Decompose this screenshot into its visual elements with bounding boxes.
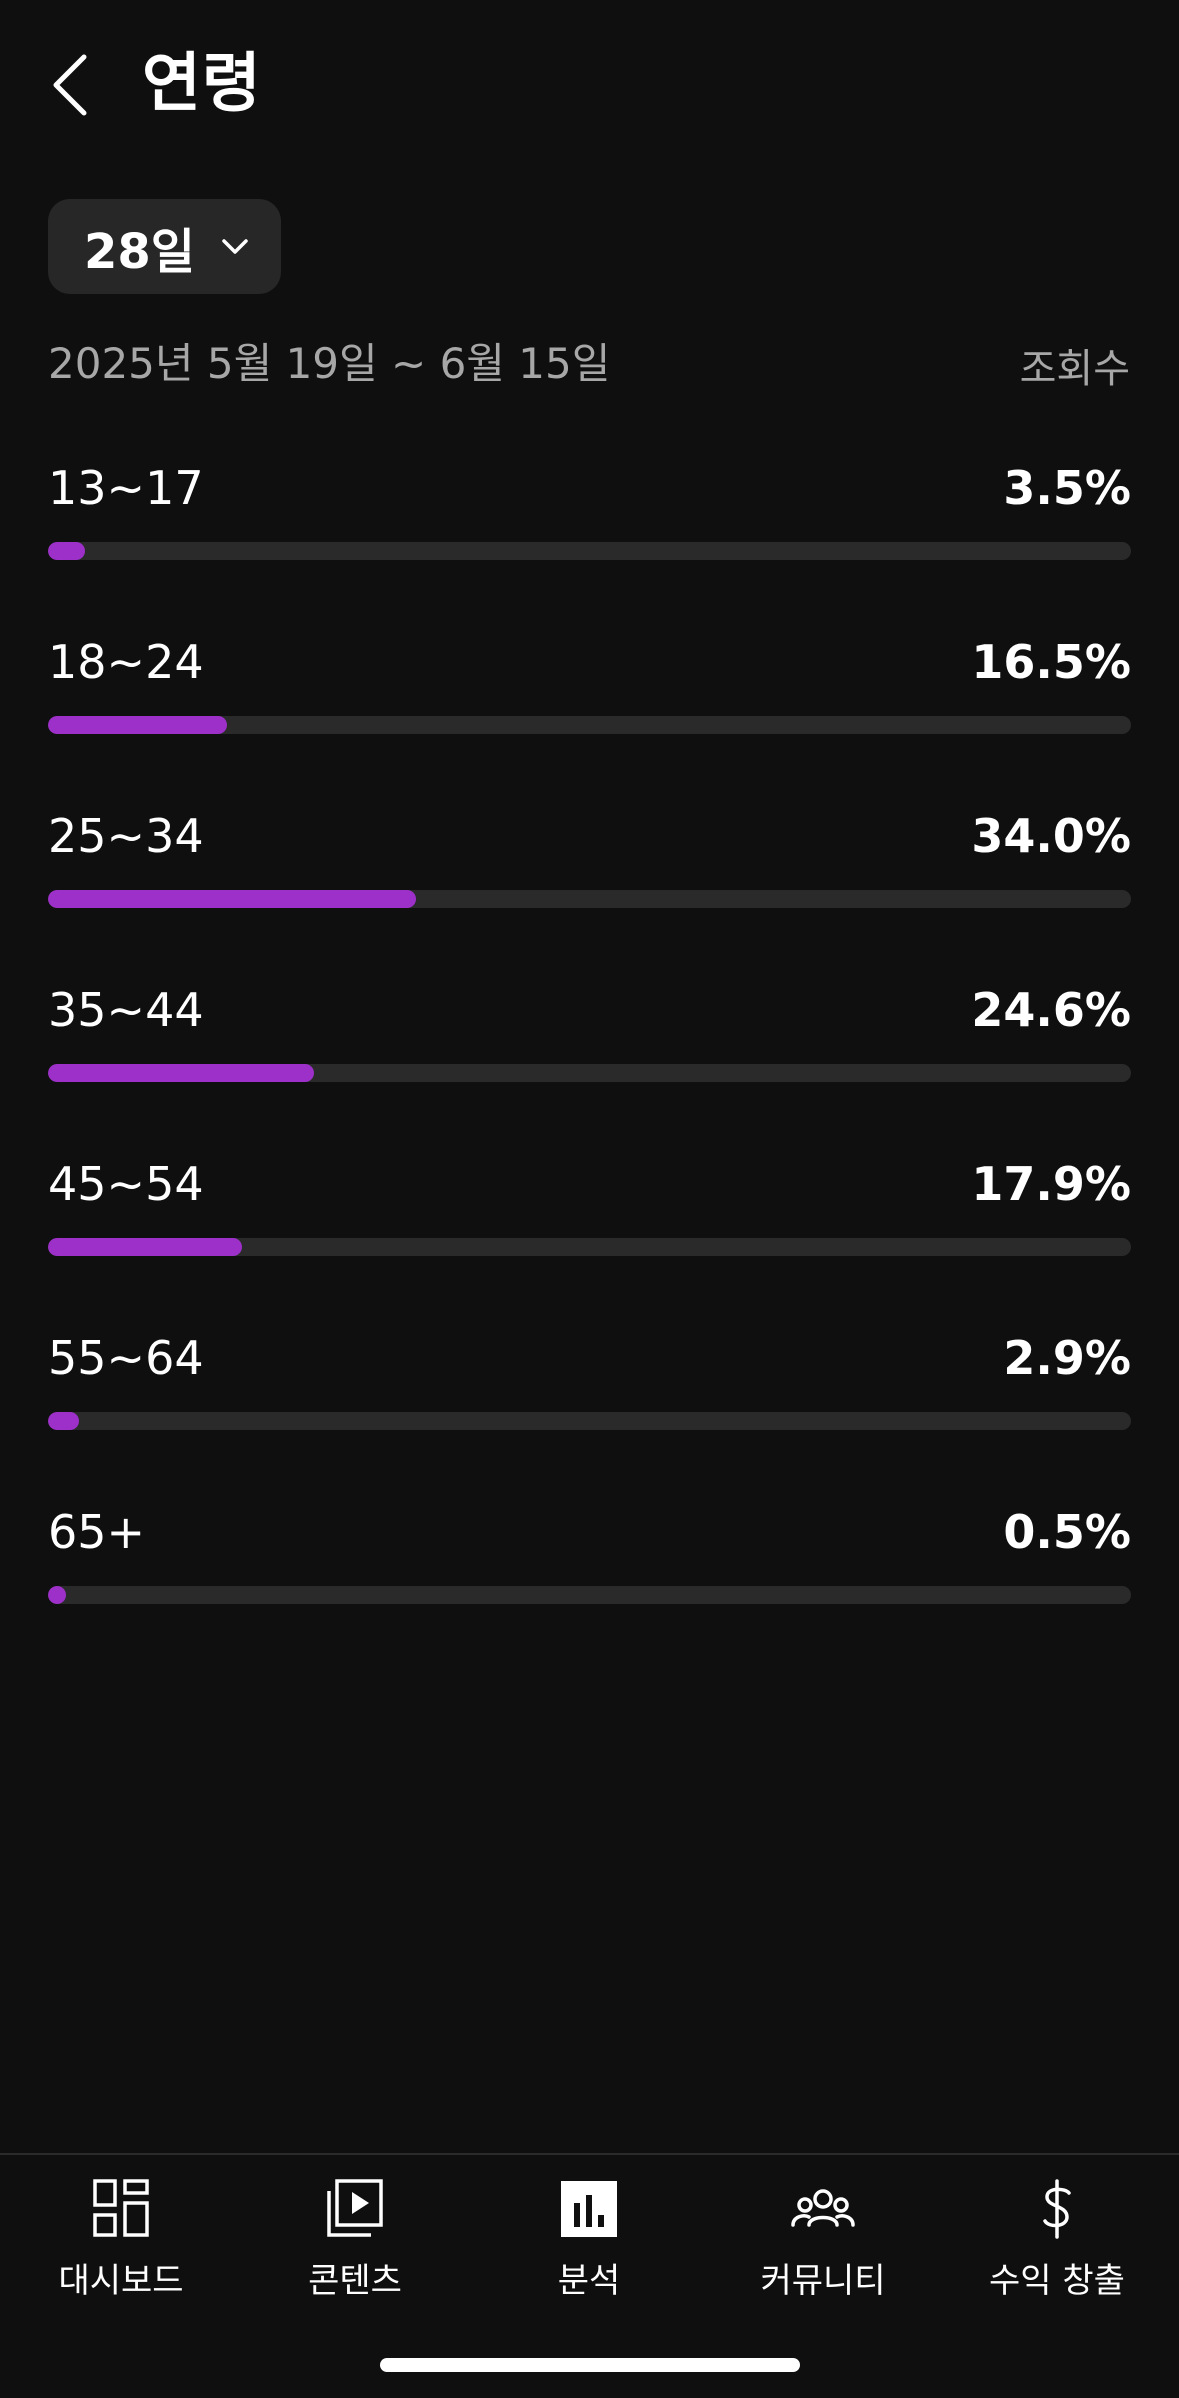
nav-label: 콘텐츠 [308,2261,402,2301]
nav-label: 분석 [557,2261,621,2301]
age-percent-value: 34.0% [971,809,1131,863]
home-indicator [380,2358,800,2372]
bottom-nav: 대시보드 콘텐츠 분석 [0,2153,1179,2398]
age-row: 35~44 24.6% [48,977,1131,1151]
nav-item-monetization[interactable]: 수익 창출 [942,2173,1172,2313]
chevron-down-icon [222,238,248,254]
progress-track [48,1064,1131,1082]
progress-track [48,1412,1131,1430]
age-row: 55~64 2.9% [48,1325,1131,1499]
nav-item-analytics[interactable]: 분석 [474,2173,704,2313]
nav-label: 수익 창출 [989,2261,1125,2301]
age-percent-value: 2.9% [1003,1331,1131,1385]
period-label: 28일 [84,223,195,280]
community-icon [791,2189,855,2227]
age-range-label: 55~64 [48,1331,204,1385]
progress-track [48,716,1131,734]
chevron-left-icon [53,54,87,116]
progress-fill [48,1238,242,1256]
age-range-label: 18~24 [48,635,204,689]
dollar-icon [1043,2179,1071,2239]
progress-track [48,1238,1131,1256]
progress-track [48,1586,1131,1604]
back-button[interactable] [40,40,100,130]
age-row: 13~17 3.5% [48,455,1131,629]
analytics-icon [561,2181,617,2237]
age-range-label: 25~34 [48,809,204,863]
age-range-label: 13~17 [48,461,204,515]
nav-label: 대시보드 [58,2261,184,2301]
progress-fill [48,1412,80,1430]
age-row: 25~34 34.0% [48,803,1131,977]
age-percent-value: 16.5% [971,635,1131,689]
age-range-label: 65+ [48,1505,146,1559]
progress-fill [48,890,417,908]
period-dropdown[interactable]: 28일 [48,199,281,294]
age-percent-value: 17.9% [971,1157,1131,1211]
progress-track [48,890,1131,908]
progress-fill [48,716,227,734]
age-percent-value: 24.6% [971,983,1131,1037]
age-percent-value: 3.5% [1003,461,1131,515]
progress-track [48,542,1131,560]
header: 연령 [0,0,1179,170]
content-icon [327,2179,383,2237]
age-range-label: 35~44 [48,983,204,1037]
metric-label: 조회수 [1019,346,1130,392]
nav-label: 커뮤니티 [760,2261,886,2301]
dashboard-icon [93,2179,149,2237]
nav-item-content[interactable]: 콘텐츠 [240,2173,470,2313]
age-row: 18~24 16.5% [48,629,1131,803]
progress-fill [48,1586,66,1604]
age-range-label: 45~54 [48,1157,204,1211]
age-row: 65+ 0.5% [48,1499,1131,1673]
date-range: 2025년 5월 19일 ~ 6월 15일 [48,339,611,388]
age-row: 45~54 17.9% [48,1151,1131,1325]
progress-fill [48,1064,315,1082]
progress-fill [48,542,85,560]
nav-item-dashboard[interactable]: 대시보드 [6,2173,236,2313]
age-percent-value: 0.5% [1003,1505,1131,1559]
page-title: 연령 [142,47,262,121]
nav-item-community[interactable]: 커뮤니티 [708,2173,938,2313]
age-list: 13~17 3.5% 18~24 16.5% 25~34 34.0% 35~44… [48,455,1131,1673]
